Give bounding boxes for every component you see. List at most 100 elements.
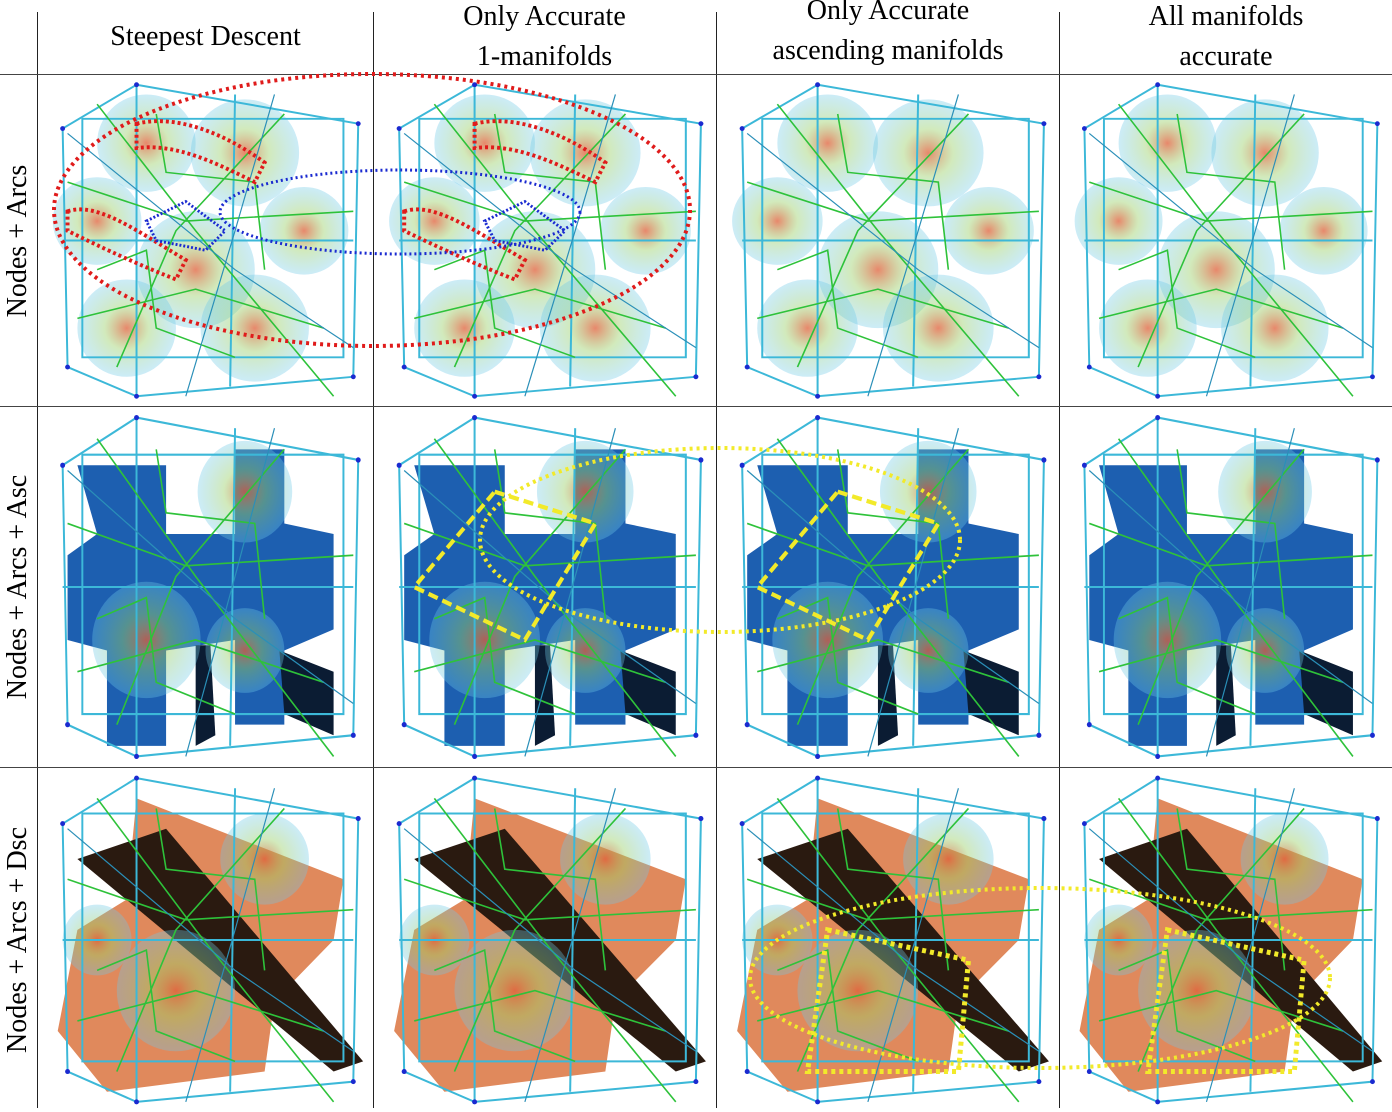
critical-node [815, 753, 821, 760]
critical-node [1041, 121, 1047, 127]
critical-node [472, 1099, 478, 1105]
critical-blob [434, 94, 535, 192]
critical-blob [97, 94, 196, 192]
row-label-nodes-arcs-asc: Nodes + Arcs + Asc [2, 474, 33, 700]
critical-node [744, 722, 750, 728]
critical-node [134, 393, 139, 399]
critical-node [815, 82, 821, 88]
critical-node [1155, 1099, 1161, 1105]
critical-blob [1113, 581, 1222, 699]
arc-lines [403, 788, 697, 1103]
column-header-accurate-ascending: Only Accurate ascending manifolds [716, 0, 1060, 68]
row-label-nodes-arcs: Nodes + Arcs [2, 164, 33, 318]
critical-node [1374, 457, 1380, 463]
critical-node [401, 364, 407, 370]
critical-node [1081, 126, 1087, 131]
critical-node [350, 732, 356, 738]
critical-node [134, 414, 139, 421]
critical-node [472, 775, 478, 781]
critical-node [396, 821, 402, 827]
critical-node [134, 753, 139, 760]
critical-node [401, 722, 407, 728]
column-header-steepest-descent: Steepest Descent [38, 0, 373, 74]
critical-blob [545, 608, 626, 693]
critical-node [65, 1069, 71, 1075]
critical-node [134, 82, 139, 88]
critical-blob [92, 581, 201, 699]
critical-node [1370, 732, 1375, 738]
critical-node [693, 374, 699, 380]
arc-lines [1089, 438, 1373, 757]
critical-node [355, 121, 361, 127]
critical-node [355, 457, 361, 463]
critical-node [1036, 1079, 1042, 1085]
critical-node [1036, 732, 1042, 738]
critical-node [1086, 722, 1092, 728]
critical-node [739, 462, 745, 468]
visualization-panel [38, 768, 373, 1112]
ascending-manifold-shadow [1299, 650, 1353, 736]
critical-node [1081, 821, 1087, 827]
critical-node [1155, 414, 1161, 421]
critical-node [815, 414, 821, 421]
grid-divider [37, 12, 38, 1108]
critical-blob [1279, 186, 1368, 275]
row-label-nodes-arcs-dsc: Nodes + Arcs + Dsc [2, 826, 33, 1053]
grid-divider [1059, 12, 1060, 1108]
critical-blob [259, 186, 349, 275]
critical-node [693, 732, 699, 738]
critical-node [815, 1099, 821, 1105]
visualization-panel [717, 407, 1059, 767]
arc-lines [403, 797, 696, 1103]
critical-node [134, 1099, 139, 1105]
critical-node [1041, 457, 1047, 463]
arc-lines [1089, 103, 1373, 397]
critical-node [1086, 1069, 1092, 1075]
critical-blob [77, 279, 176, 377]
critical-node [1374, 816, 1380, 822]
critical-node [472, 82, 478, 88]
critical-blob [205, 608, 285, 693]
arc-lines [67, 438, 354, 757]
critical-node [739, 821, 745, 827]
descending-manifold-dark [77, 828, 364, 1072]
critical-node [1374, 121, 1380, 127]
descending-manifold-dark [414, 828, 706, 1072]
visualization-panel [1060, 75, 1392, 406]
critical-blob [1099, 279, 1197, 377]
column-header-all-accurate: All manifolds accurate [1060, 0, 1392, 74]
critical-node [1041, 816, 1047, 822]
critical-blob [414, 279, 515, 377]
critical-node [65, 364, 71, 370]
critical-node [698, 816, 704, 822]
visualization-panel [374, 768, 716, 1112]
arc-lines [67, 788, 354, 1103]
critical-blob [560, 813, 651, 905]
critical-node [60, 821, 66, 827]
arc-lines [67, 428, 354, 757]
visualization-panel [1060, 768, 1392, 1112]
critical-node [472, 393, 478, 399]
grid-divider [0, 74, 1392, 75]
critical-blob [116, 929, 236, 1052]
critical-node [744, 364, 750, 370]
critical-node [350, 374, 356, 380]
critical-node [1086, 364, 1092, 370]
critical-node [1036, 374, 1042, 380]
critical-blob [777, 94, 878, 192]
visualization-panel [374, 75, 716, 406]
column-header-line1: Only Accurate [806, 0, 970, 26]
column-header-accurate-1-manifolds: Only Accurate 1-manifolds [373, 0, 716, 74]
visualization-panel [717, 75, 1059, 406]
critical-node [60, 126, 66, 131]
ascending-manifold-shadow [279, 650, 334, 736]
critical-blob [1226, 608, 1305, 693]
critical-blob [1218, 440, 1312, 543]
critical-blob [454, 929, 576, 1052]
ascending-manifold-shadow [620, 650, 676, 736]
critical-node [60, 462, 66, 468]
critical-node [472, 414, 478, 421]
column-header-line1: All manifolds [1148, 1, 1304, 32]
arc-lines [746, 94, 1040, 397]
critical-node [65, 722, 71, 728]
